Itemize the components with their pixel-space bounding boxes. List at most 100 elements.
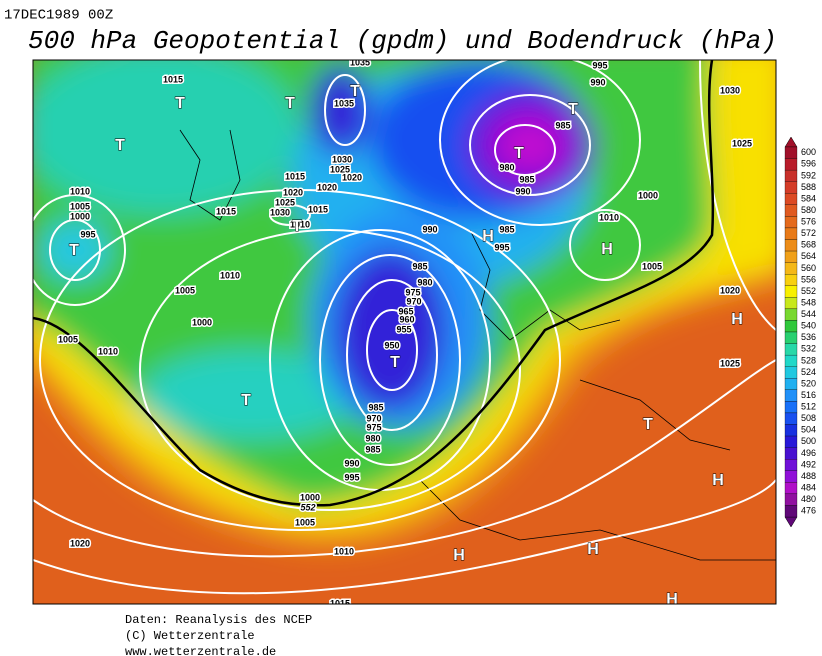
- legend-swatch: [784, 331, 798, 344]
- legend-label: 536: [801, 332, 816, 342]
- isobar-label: 1025: [330, 164, 350, 174]
- pressure-system: T: [285, 95, 295, 112]
- legend-swatch: [784, 505, 798, 518]
- legend-label: 588: [801, 182, 816, 192]
- legend-swatch: [784, 216, 798, 229]
- isobar-label: 950: [384, 340, 399, 350]
- isobar-label: 975: [366, 422, 381, 432]
- footer-line: Daten: Reanalysis des NCEP: [125, 613, 312, 627]
- legend-label: 520: [801, 378, 816, 388]
- isobar-label: 1015: [330, 598, 350, 608]
- legend-swatch: [784, 389, 798, 402]
- isobar-label: 1035: [334, 98, 354, 108]
- isobar-label: 990: [422, 224, 437, 234]
- legend-label: 592: [801, 170, 816, 180]
- isobar-label: 1010: [334, 546, 354, 556]
- isobar-label: 1000: [70, 211, 90, 221]
- pressure-system: H: [482, 228, 494, 245]
- isobar-label: 1020: [342, 172, 362, 182]
- title: 500 hPa Geopotential (gpdm) und Bodendru…: [28, 26, 777, 56]
- isobar-label: 1015: [163, 74, 183, 84]
- isobar-label: 1005: [175, 285, 195, 295]
- legend-label: 488: [801, 471, 816, 481]
- isobar-label: 1010: [70, 186, 90, 196]
- isobar-label: 1030: [270, 207, 290, 217]
- legend-swatch: [784, 412, 798, 425]
- legend-label: 576: [801, 217, 816, 227]
- isobar-label: 1020: [70, 538, 90, 548]
- isobar-label: 980: [417, 277, 432, 287]
- isobar-label: 1015: [285, 171, 305, 181]
- legend-swatch: [784, 181, 798, 194]
- height-field: [33, 60, 776, 547]
- legend-swatch: [784, 262, 798, 275]
- isobar-label: 995: [80, 229, 95, 239]
- legend-swatch: [784, 378, 798, 390]
- isobar-label: 955: [396, 324, 411, 334]
- legend-swatch: [784, 447, 798, 460]
- isobar-label: 965: [398, 306, 413, 316]
- isobar-label: 1010: [220, 270, 240, 280]
- pressure-system: T: [390, 354, 400, 371]
- legend-swatch: [784, 424, 798, 437]
- contour-552: [33, 60, 715, 507]
- legend-swatch: [784, 250, 798, 263]
- legend-swatch: [784, 158, 798, 171]
- legend-swatch: [784, 204, 798, 217]
- legend-swatch: [784, 470, 798, 483]
- isobar-label: 1005: [58, 334, 78, 344]
- legend-label: 564: [801, 251, 816, 261]
- footer-line: (C) Wetterzentrale: [125, 629, 255, 643]
- contour-label: 552: [300, 502, 315, 512]
- legend-label: 496: [801, 448, 816, 458]
- legend-label: 584: [801, 193, 816, 203]
- isobar-label: 980: [499, 162, 514, 172]
- legend-swatch: [784, 343, 798, 356]
- isobar-label: 970: [406, 296, 421, 306]
- legend-swatch: [784, 285, 798, 298]
- isobar-label: 985: [368, 402, 383, 412]
- isobar-label: 975: [405, 287, 420, 297]
- isobar-label: 1010: [290, 219, 310, 229]
- isobar-label: 1000: [300, 492, 320, 502]
- legend-label: 528: [801, 355, 816, 365]
- isobar-label: 1020: [283, 187, 303, 197]
- legend-swatch: [784, 459, 798, 471]
- legend-label: 476: [801, 506, 816, 516]
- legend-label: 500: [801, 436, 816, 446]
- isobar-label: 1010: [98, 346, 118, 356]
- pressure-system: H: [587, 541, 599, 558]
- isobar-label: 1025: [732, 138, 752, 148]
- legend-label: 596: [801, 159, 816, 169]
- pressure-system: T: [350, 83, 360, 100]
- legend-label: 512: [801, 402, 816, 412]
- pressure-system: T: [568, 101, 578, 118]
- legend-label: 532: [801, 344, 816, 354]
- legend-swatch: [784, 435, 798, 448]
- legend-label: 540: [801, 321, 816, 331]
- pressure-system: T: [241, 392, 251, 409]
- legend-swatch: [784, 227, 798, 240]
- legend-swatch: [784, 193, 798, 205]
- pressure-system: H: [666, 591, 678, 608]
- legend-swatch: [784, 146, 798, 159]
- pressure-system: H: [731, 311, 743, 328]
- isobar-label: 1025: [275, 197, 295, 207]
- legend-swatch: [784, 169, 798, 182]
- isobar-label: 985: [412, 261, 427, 271]
- isobar-label: 985: [519, 174, 534, 184]
- isobar-label: 990: [515, 186, 530, 196]
- isobar-label: 1030: [332, 154, 352, 164]
- pressure-system: H: [712, 472, 724, 489]
- date: 17DEC1989 00Z: [4, 8, 113, 24]
- legend-label: 480: [801, 494, 816, 504]
- pressure-system: T: [175, 95, 185, 112]
- legend-swatch: [784, 401, 798, 414]
- isobar-label: 1005: [295, 517, 315, 527]
- legend-swatch: [784, 297, 798, 310]
- isobar-label: 990: [590, 77, 605, 87]
- legend-label: 548: [801, 297, 816, 307]
